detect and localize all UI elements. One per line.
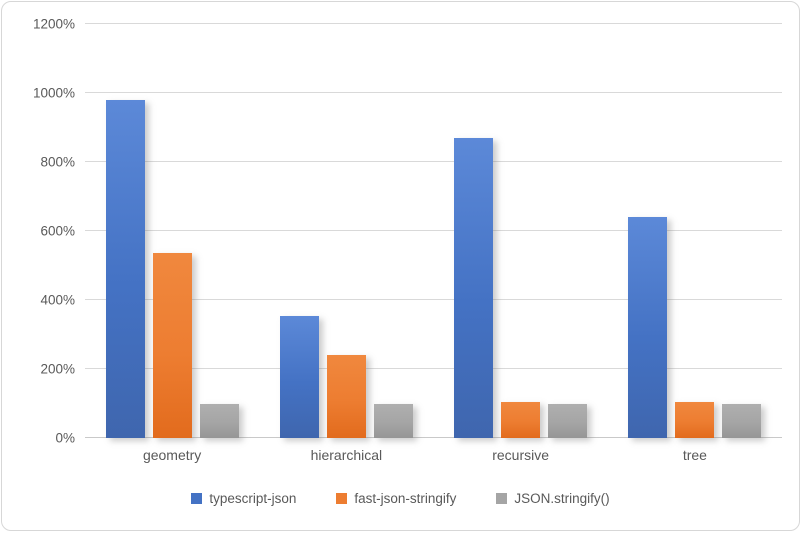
y-tick-label: 200% [40, 361, 75, 377]
gridline [85, 368, 782, 370]
legend-label: typescript-json [209, 491, 297, 506]
category-label: geometry [142, 447, 202, 463]
bar [501, 401, 541, 438]
legend-label: JSON.stringify() [514, 491, 610, 506]
gridline [85, 161, 782, 163]
legend: typescript-json fast-json-stringify JSON.s… [2, 491, 799, 506]
category-label: tree [682, 447, 707, 463]
category-label: recursive [492, 447, 550, 463]
y-tick-label: 1200% [32, 16, 75, 32]
category-label: hierarchical [310, 447, 383, 463]
gridline [85, 437, 782, 438]
bar-group [85, 24, 259, 438]
bar [105, 99, 145, 438]
y-tick-label: 400% [40, 292, 75, 308]
legend-item: fast-json-stringify [336, 491, 456, 506]
bar [722, 403, 762, 438]
bar-groups [85, 24, 782, 438]
bar [152, 253, 192, 438]
x-axis-labels: geometry hierarchical recursive tree [85, 447, 782, 463]
bar [675, 401, 715, 438]
y-tick-label: 0% [55, 430, 75, 446]
gridline [85, 23, 782, 24]
bar-group [434, 24, 608, 438]
bar [373, 403, 413, 438]
y-tick-label: 600% [40, 223, 75, 239]
legend-item: JSON.stringify() [496, 491, 610, 506]
bar [454, 137, 494, 438]
legend-swatch-icon [191, 493, 203, 504]
bar [199, 403, 239, 438]
bar [279, 315, 319, 438]
legend-swatch-icon [336, 493, 348, 504]
gridline [85, 230, 782, 231]
bar-group [608, 24, 782, 438]
y-tick-label: 800% [40, 154, 75, 170]
legend-item: typescript-json [191, 491, 296, 506]
legend-label: fast-json-stringify [354, 491, 457, 506]
legend-swatch-icon [496, 493, 508, 504]
bar [326, 355, 366, 438]
bar-group [259, 24, 433, 438]
y-tick-label: 1000% [32, 85, 75, 101]
plot-area: 0% 200% 400% 600% 800% 1000% 1200% geometry hie… [33, 17, 782, 463]
bar [548, 403, 588, 438]
bar [628, 217, 668, 438]
gridline [85, 92, 782, 93]
gridline [85, 299, 782, 301]
